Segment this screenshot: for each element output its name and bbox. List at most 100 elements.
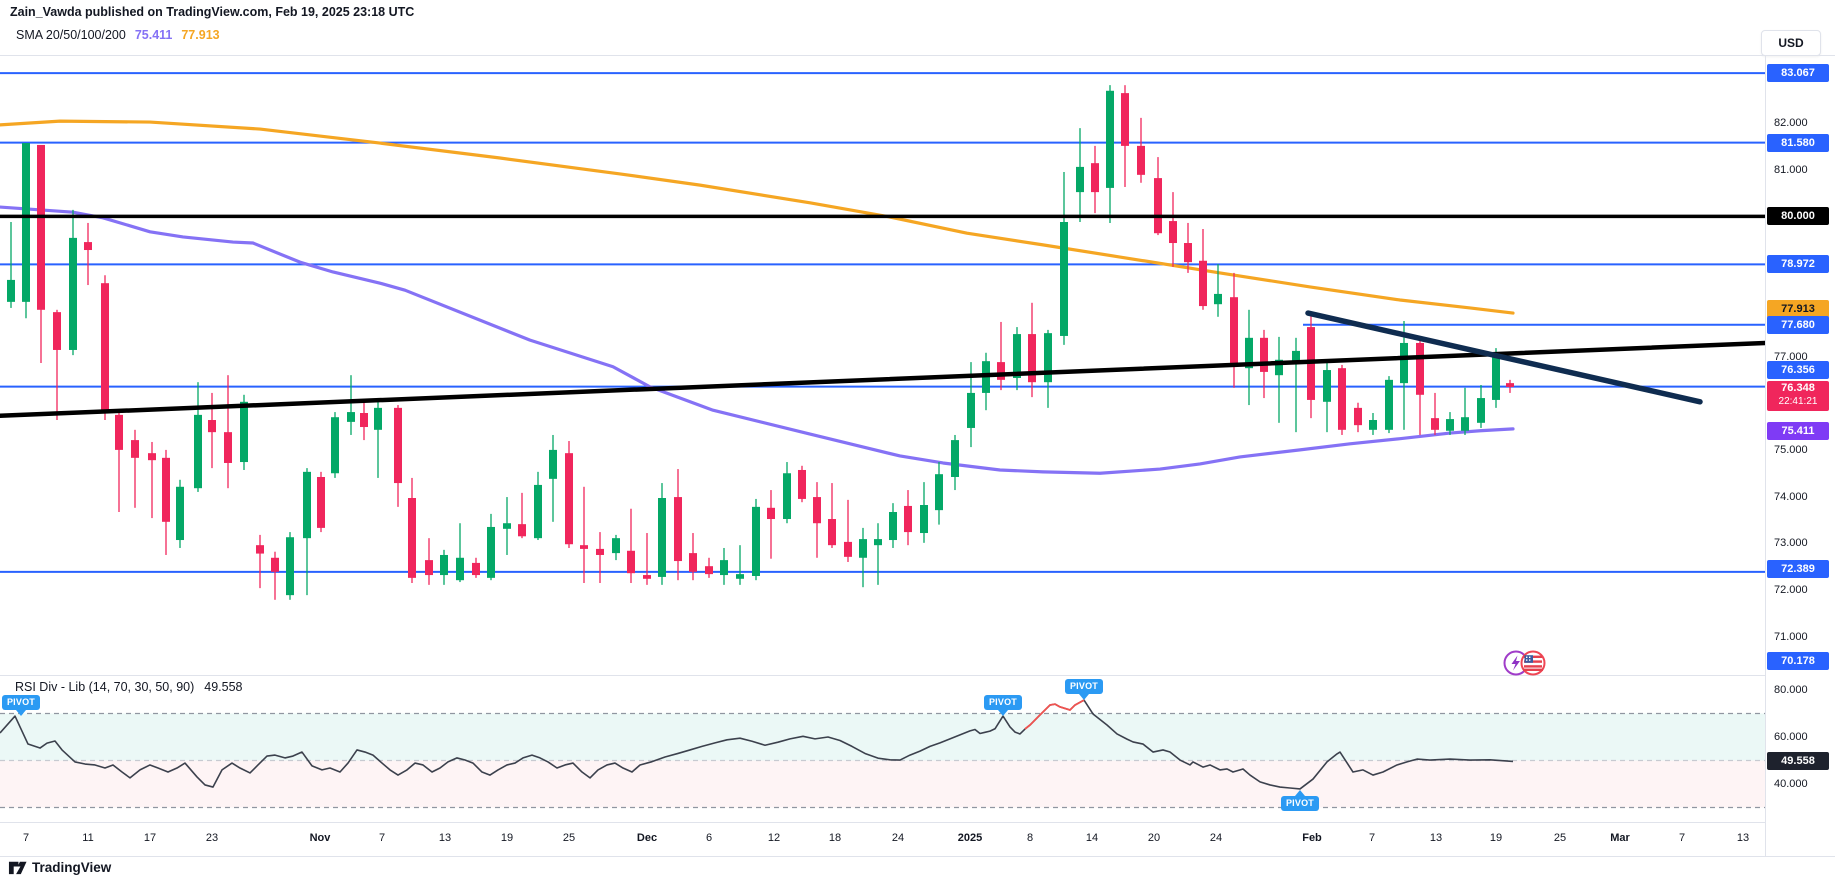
candle-body	[1275, 359, 1283, 376]
sma-value-purple: 75.411	[134, 28, 173, 42]
time-axis[interactable]	[0, 822, 1765, 856]
chart-bottom-border	[0, 856, 1835, 857]
candle-body	[920, 505, 928, 534]
candle-body	[967, 392, 975, 428]
candle-body	[472, 562, 480, 576]
candle-body	[1323, 370, 1331, 402]
candle-body	[752, 506, 760, 576]
tradingview-logo-icon	[8, 861, 27, 875]
candle-body	[1230, 297, 1238, 364]
rsi-indicator-value: 49.558	[204, 680, 243, 694]
currency-button[interactable]: USD	[1761, 30, 1821, 56]
sma-200-line	[0, 119, 1515, 315]
attribution-text: Zain_Vawda published on TradingView.com,…	[10, 5, 415, 19]
candle-body	[1354, 407, 1362, 426]
time-axis-separator	[0, 822, 1765, 823]
candle-body	[1121, 93, 1129, 146]
candle-body	[394, 407, 402, 484]
candle-body	[596, 548, 604, 555]
candle-body	[347, 412, 355, 422]
candle-body	[889, 512, 897, 541]
candle-body	[1292, 350, 1300, 363]
candle-body	[859, 539, 867, 558]
candle-body	[176, 486, 184, 541]
candle-body	[456, 557, 464, 581]
candle-body	[828, 519, 836, 546]
candle-body	[1106, 90, 1114, 188]
price-axis-border	[1765, 55, 1766, 856]
candle-body	[1431, 418, 1439, 430]
candle-body	[69, 237, 77, 350]
candles-layer	[7, 85, 1514, 600]
candle-body	[425, 560, 433, 576]
candle-body	[194, 414, 202, 489]
candle-body	[374, 407, 382, 430]
candle-body	[565, 453, 573, 545]
candle-body	[1416, 342, 1424, 395]
price-axis[interactable]	[1765, 55, 1835, 822]
candle-body	[256, 545, 264, 554]
candle-body	[798, 469, 806, 499]
candle-body	[705, 566, 713, 575]
candle-body	[720, 560, 728, 576]
candle-body	[658, 498, 666, 577]
rsi-line	[0, 699, 1514, 790]
ascending-trendline[interactable]	[0, 340, 1765, 419]
candle-body	[1245, 337, 1253, 369]
tradingview-logo-text: TradingView	[32, 860, 112, 875]
rsi-lower-band	[0, 760, 1765, 808]
horizontal-level-lines	[0, 72, 1765, 573]
candle-body	[503, 523, 511, 529]
candle-body	[643, 575, 651, 579]
candle-body	[84, 242, 92, 251]
economic-event-icons[interactable]	[1502, 649, 1548, 677]
candle-body	[997, 362, 1005, 380]
tradingview-logo[interactable]: TradingView	[8, 858, 111, 877]
candle-body	[549, 449, 557, 479]
candle-body	[1214, 293, 1222, 305]
us-flag-event-icon[interactable]	[1520, 650, 1546, 676]
candle-body	[1385, 379, 1393, 430]
candle-body	[224, 432, 232, 463]
candle-body	[1369, 420, 1377, 430]
rsi-indicator-title: RSI Div - Lib (14, 70, 30, 50, 90)	[15, 680, 195, 694]
candle-body	[162, 457, 170, 522]
candle-body	[240, 401, 248, 463]
candle-body	[1199, 260, 1207, 307]
candle-body	[674, 497, 682, 562]
candle-body	[627, 550, 635, 574]
candle-body	[271, 557, 279, 572]
candle-body	[1044, 333, 1052, 383]
candle-body	[534, 484, 542, 539]
candle-body	[487, 526, 495, 578]
candle-body	[303, 471, 311, 539]
descending-trendline[interactable]	[1305, 310, 1703, 405]
candle-body	[37, 144, 45, 310]
candle-body	[1137, 145, 1145, 175]
candle-body	[148, 453, 156, 461]
candle-body	[1446, 419, 1454, 431]
candle-body	[844, 541, 852, 557]
candle-body	[331, 417, 339, 474]
candle-body	[813, 497, 821, 524]
candle-body	[22, 143, 30, 302]
candle-body	[736, 574, 744, 579]
candle-body	[408, 498, 416, 578]
chart-top-border	[0, 55, 1835, 56]
sma-legend: SMA 20/50/100/200 75.411 77.913	[16, 28, 229, 42]
sma-legend-label: SMA 20/50/100/200	[16, 28, 126, 42]
candle-body	[580, 545, 588, 549]
candle-body	[689, 553, 697, 572]
candle-body	[7, 279, 15, 302]
candle-body	[904, 505, 912, 533]
main-pane[interactable]	[0, 72, 1765, 600]
pane-separator[interactable]	[0, 675, 1765, 676]
candle-body	[1076, 166, 1084, 193]
candle-body	[1060, 222, 1068, 336]
sma-value-orange: 77.913	[181, 28, 220, 42]
rsi-pane[interactable]	[0, 699, 1765, 809]
candle-body	[1028, 334, 1036, 383]
candle-body	[131, 440, 139, 458]
candle-body	[317, 476, 325, 528]
